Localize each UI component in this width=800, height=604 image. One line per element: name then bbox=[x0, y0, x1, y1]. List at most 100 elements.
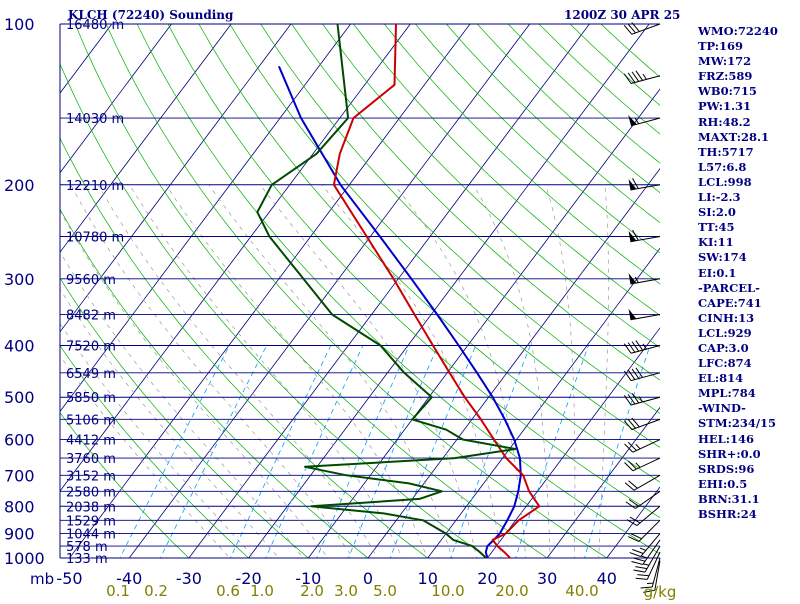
mixing-ratio-line bbox=[155, 346, 267, 570]
stat-item: WB0:715 bbox=[698, 84, 778, 99]
stat-item: TH:5717 bbox=[698, 145, 778, 160]
height-label: 133 m bbox=[66, 552, 108, 567]
stat-item: TT:45 bbox=[698, 220, 778, 235]
mixing-ratio-line bbox=[581, 346, 650, 570]
moist-adiabat bbox=[0, 185, 264, 570]
station-title: KLCH (72240) Sounding bbox=[68, 8, 233, 22]
temperature-tick-label: 40 bbox=[597, 569, 617, 588]
stat-item: SHR+:0.0 bbox=[698, 447, 778, 462]
dry-adiabat bbox=[137, 24, 689, 572]
height-label: 7520 m bbox=[66, 340, 116, 355]
dry-adiabat bbox=[0, 24, 385, 572]
isotherm bbox=[0, 24, 410, 572]
wind-barb-full bbox=[634, 558, 645, 561]
parcel-trace bbox=[279, 66, 521, 561]
dry-adiabat bbox=[0, 24, 264, 572]
stat-item: L57:6.8 bbox=[698, 160, 778, 175]
height-label: 5850 m bbox=[66, 391, 116, 406]
height-label: 3760 m bbox=[66, 452, 116, 467]
mixing-ratio-label: 0.2 bbox=[144, 582, 168, 600]
stat-item: CINH:13 bbox=[698, 311, 778, 326]
stat-item: CAPE:741 bbox=[698, 296, 778, 311]
wind-barb-full bbox=[637, 575, 649, 576]
background-grid bbox=[0, 24, 800, 572]
height-label: 10780 m bbox=[66, 230, 124, 245]
mixing-ratio-label: 3.0 bbox=[334, 582, 358, 600]
pressure-tick-label: 600 bbox=[4, 431, 35, 450]
mixing-ratio-line bbox=[261, 346, 363, 570]
stat-item: EL:814 bbox=[698, 371, 778, 386]
stat-item: BRN:31.1 bbox=[698, 492, 778, 507]
pressure-tick-label: 100 bbox=[4, 15, 35, 34]
wind-barb bbox=[629, 230, 660, 242]
stat-item: PW:1.31 bbox=[698, 99, 778, 114]
moist-adiabat bbox=[322, 185, 503, 570]
wind-barb-staff bbox=[639, 520, 660, 541]
mixing-ratio-line bbox=[344, 346, 438, 570]
wind-barb-staff bbox=[634, 475, 660, 490]
temperature-tick-label: 30 bbox=[537, 569, 557, 588]
wind-barb-half bbox=[636, 444, 640, 449]
wind-barb-full bbox=[630, 553, 641, 557]
wind-barb-staff bbox=[637, 506, 660, 525]
mixing-ratio-line bbox=[225, 346, 331, 570]
temperature-trace bbox=[334, 24, 539, 561]
wind-barb bbox=[625, 475, 660, 490]
wind-barb-full bbox=[633, 570, 645, 572]
height-label: 4412 m bbox=[66, 434, 116, 449]
isotherm bbox=[238, 24, 649, 572]
stat-item: LCL:929 bbox=[698, 326, 778, 341]
pressure-tick-label: 800 bbox=[4, 497, 35, 516]
wind-barb-half bbox=[643, 564, 649, 565]
wind-barb-full bbox=[631, 561, 642, 564]
height-label: 5106 m bbox=[66, 413, 116, 428]
mixing-ratio-label: 40.0 bbox=[565, 582, 598, 600]
stat-item: TP:169 bbox=[698, 39, 778, 54]
isotherm bbox=[298, 24, 709, 572]
height-label: 8482 m bbox=[66, 309, 116, 324]
moist-adiabat bbox=[209, 185, 455, 570]
wind-barb-flag bbox=[628, 115, 637, 126]
wind-barb-half bbox=[640, 548, 646, 550]
mixing-ratio-label: 0.1 bbox=[106, 582, 130, 600]
stat-item: EHI:0.5 bbox=[698, 477, 778, 492]
pressure-tick-label: 900 bbox=[4, 525, 35, 544]
pressure-tick-label: 200 bbox=[4, 176, 35, 195]
stat-item: -WIND- bbox=[698, 401, 778, 416]
height-label: 14030 m bbox=[66, 112, 124, 127]
mixing-ratio-label: 2.0 bbox=[300, 582, 324, 600]
isotherm bbox=[59, 24, 470, 572]
stat-item: -PARCEL- bbox=[698, 281, 778, 296]
profiles bbox=[257, 24, 539, 561]
height-label: 12210 m bbox=[66, 179, 124, 194]
moist-adiabat bbox=[395, 185, 527, 570]
dry-adiabat bbox=[0, 24, 325, 572]
stat-item: HEL:146 bbox=[698, 432, 778, 447]
wind-barb bbox=[624, 393, 660, 405]
pressure-unit-label: mb bbox=[30, 570, 54, 588]
pressure-tick-label: 1000 bbox=[4, 549, 45, 568]
pressure-tick-label: 400 bbox=[4, 337, 35, 356]
temperature-tick-label: -30 bbox=[176, 569, 202, 588]
wind-barb-half bbox=[643, 74, 646, 79]
mixing-ratio-line bbox=[312, 346, 409, 570]
stat-item: SI:2.0 bbox=[698, 205, 778, 220]
wind-barb-full bbox=[635, 567, 647, 569]
mixing-ratio-label: 10.0 bbox=[431, 582, 464, 600]
stat-item: MPL:784 bbox=[698, 386, 778, 401]
wind-barb-full bbox=[632, 549, 643, 553]
temperature-tick-label: -50 bbox=[56, 569, 82, 588]
mixing-ratio-unit: g/kg bbox=[644, 583, 677, 600]
height-label: 6549 m bbox=[66, 367, 116, 382]
stat-item: SW:174 bbox=[698, 250, 778, 265]
stat-item: MW:172 bbox=[698, 54, 778, 69]
dry-adiabat bbox=[75, 24, 567, 572]
mixing-ratio-line bbox=[512, 346, 588, 570]
height-label: 3152 m bbox=[66, 469, 116, 484]
stat-item: CAP:3.0 bbox=[698, 341, 778, 356]
mixing-ratio-label: 5.0 bbox=[373, 582, 397, 600]
moist-adiabat bbox=[98, 185, 383, 570]
wind-barb-staff bbox=[632, 419, 660, 429]
